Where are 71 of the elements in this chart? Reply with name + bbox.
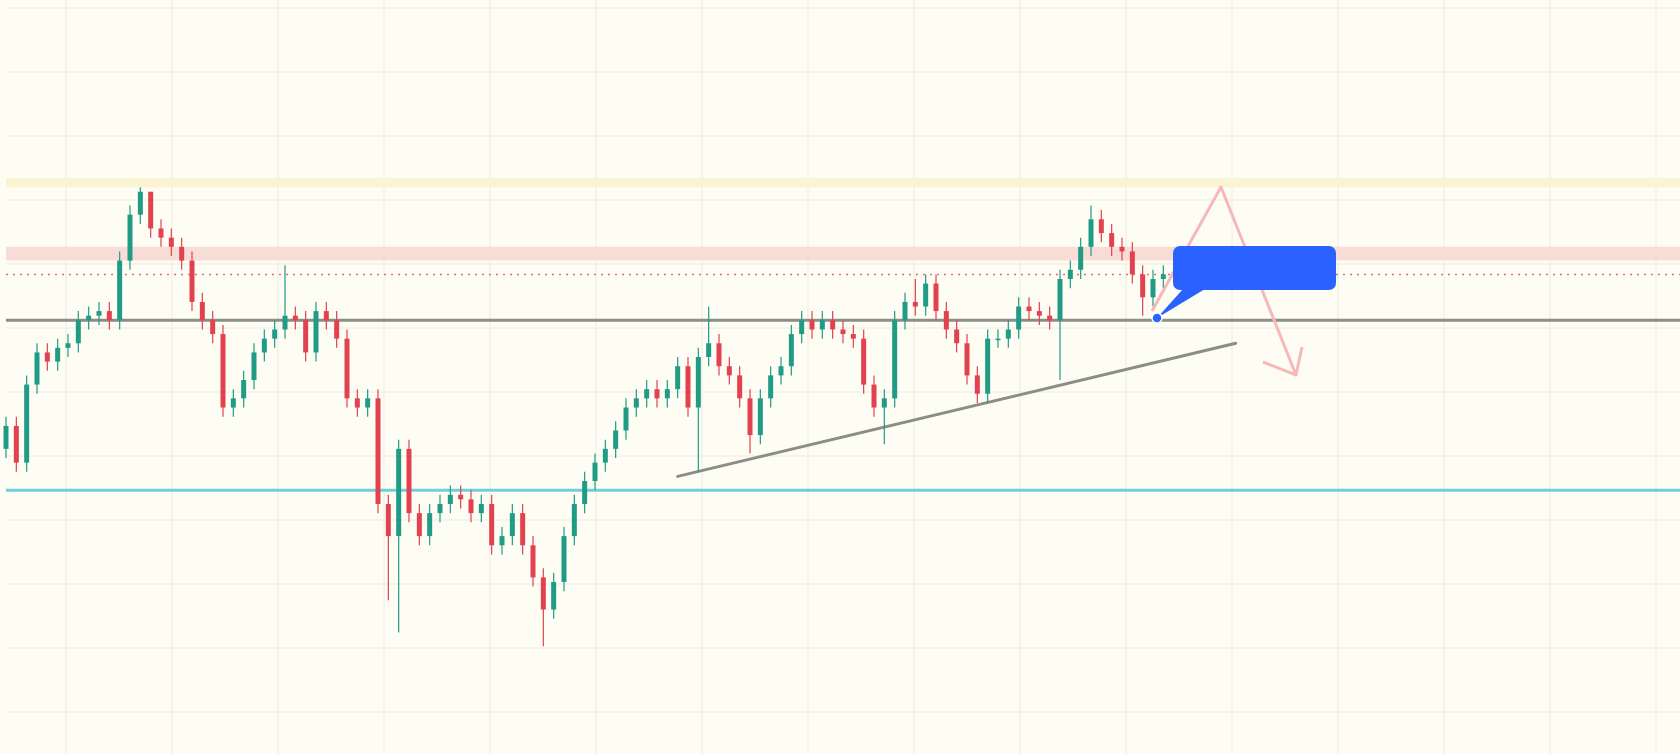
candlestick	[210, 310, 216, 344]
candlestick	[1098, 209, 1104, 243]
candlestick	[416, 503, 422, 546]
candlestick	[179, 237, 185, 271]
candlestick	[106, 301, 112, 331]
candlestick	[809, 310, 815, 340]
candlestick	[850, 324, 856, 349]
candlestick	[447, 484, 453, 514]
candlestick	[1160, 264, 1166, 289]
candlestick	[582, 471, 588, 514]
candlestick	[1129, 241, 1135, 285]
candlestick	[1036, 301, 1042, 326]
candlestick	[778, 356, 784, 386]
candlestick	[799, 310, 805, 344]
candlestick	[716, 333, 722, 376]
candlestick	[1016, 296, 1022, 340]
candlestick	[613, 420, 619, 459]
candlestick	[633, 388, 639, 418]
candlestick	[840, 319, 846, 344]
candlestick	[923, 273, 929, 317]
candlestick	[323, 301, 329, 331]
candlestick	[437, 494, 443, 523]
candlestick	[3, 416, 9, 459]
candlestick	[675, 356, 681, 399]
candlestick	[654, 379, 660, 409]
candlestick	[158, 218, 164, 248]
candlestick	[1067, 260, 1073, 289]
candlestick	[706, 305, 712, 367]
candlestick	[75, 310, 81, 354]
candlestick	[602, 439, 608, 473]
candlestick	[55, 338, 61, 372]
candlestick	[468, 489, 474, 523]
candlestick	[644, 379, 650, 409]
candlestick	[96, 301, 102, 326]
candlestick	[499, 526, 505, 556]
candlestick	[623, 397, 629, 441]
candlestick	[44, 342, 50, 372]
candlestick	[427, 503, 433, 546]
candlestick	[1150, 269, 1156, 308]
candlestick	[830, 310, 836, 340]
candlestick	[137, 186, 143, 225]
candlestick	[478, 494, 484, 523]
candlestick	[737, 365, 743, 409]
candlestick	[974, 365, 980, 404]
candlestick	[1109, 223, 1115, 257]
candlestick	[241, 370, 247, 409]
candlestick	[819, 310, 825, 340]
candlestick	[902, 292, 908, 331]
candlestick	[954, 319, 960, 354]
candlestick	[509, 503, 515, 546]
candlestick	[1078, 237, 1084, 280]
candlestick	[272, 319, 278, 349]
candlestick	[199, 292, 205, 331]
candlestick	[768, 365, 774, 409]
candlestick	[168, 227, 174, 257]
candlestick	[261, 328, 267, 363]
candlestick	[1005, 319, 1011, 349]
candlestick	[65, 333, 71, 358]
candlestick	[230, 388, 236, 418]
candlestick	[354, 388, 360, 418]
candlestick	[282, 264, 288, 340]
candlestick	[592, 452, 598, 491]
candlestick	[943, 301, 949, 340]
candlestick	[334, 310, 340, 349]
candlestick	[365, 388, 371, 418]
candlestick	[664, 379, 670, 409]
candlestick	[912, 278, 918, 317]
candlestick	[1140, 264, 1146, 317]
candlestick	[881, 388, 887, 445]
candlestick	[871, 374, 877, 418]
candlestick	[726, 356, 732, 386]
